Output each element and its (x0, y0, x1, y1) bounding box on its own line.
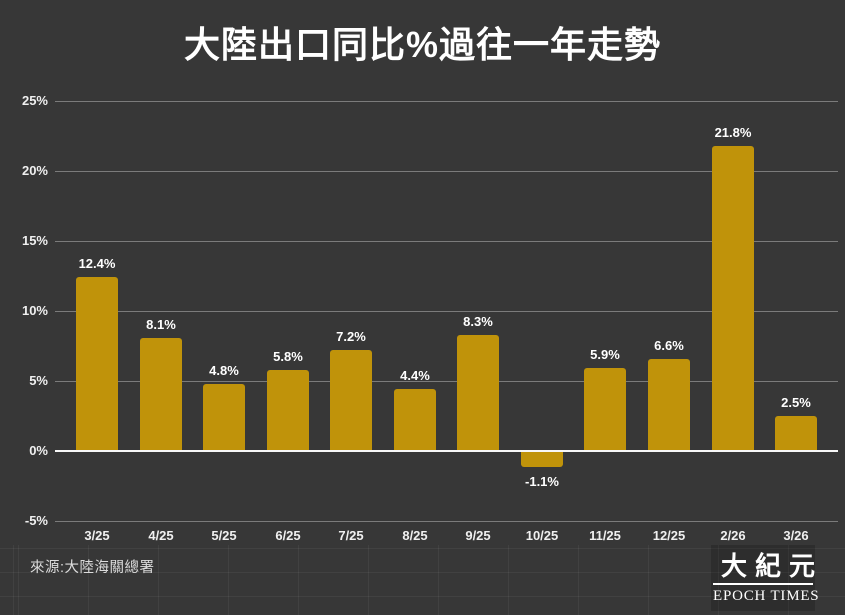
bar-value-label: 5.9% (590, 347, 620, 362)
bar-value-label: 4.4% (400, 368, 430, 383)
chart-title: 大陸出口同比%過往一年走勢 (183, 24, 661, 65)
gridline (55, 101, 838, 102)
x-tick-label: 10/25 (525, 528, 559, 543)
footer-grid-texture (0, 545, 845, 615)
bar-value-label: 8.3% (463, 314, 493, 329)
x-tick-label: 7/25 (338, 528, 364, 543)
x-tick-label: 2/26 (720, 528, 746, 543)
bar (648, 359, 690, 451)
source-caption: 來源:大陸海關總署 (30, 560, 155, 576)
gridline (55, 171, 838, 172)
bar-value-label: 21.8% (714, 125, 752, 140)
gridline (55, 241, 838, 242)
gridline (55, 311, 838, 312)
bar-value-label: 8.1% (146, 317, 176, 332)
bar (394, 389, 436, 451)
gridline (55, 521, 838, 522)
y-tick-label: 0% (29, 443, 48, 458)
x-tick-label: 12/25 (652, 528, 686, 543)
x-tick-label: 4/25 (148, 528, 174, 543)
bar-value-label: 5.8% (273, 349, 303, 364)
y-tick-label: 10% (21, 303, 48, 318)
bar (330, 350, 372, 451)
gridline (55, 381, 838, 382)
x-tick-label: 3/25 (84, 528, 110, 543)
bar (775, 416, 817, 451)
bar (140, 338, 182, 451)
bar-value-label: 4.8% (209, 363, 239, 378)
y-tick-label: 5% (29, 373, 48, 388)
bar-value-label: 6.6% (654, 338, 684, 353)
logo-divider (713, 583, 813, 585)
x-tick-label: 6/25 (275, 528, 301, 543)
logo-cjk-text: 大紀元 (721, 551, 824, 581)
x-tick-label: 5/25 (211, 528, 237, 543)
bar-value-label: 7.2% (336, 329, 366, 344)
x-tick-label: 9/25 (465, 528, 491, 543)
y-tick-label: -5% (24, 513, 48, 528)
y-tick-label: 20% (21, 163, 48, 178)
y-tick-label: 25% (21, 93, 48, 108)
x-tick-label: 11/25 (589, 528, 621, 543)
bar-value-label: 2.5% (781, 395, 811, 410)
y-tick-label: 15% (21, 233, 48, 248)
zero-axis-line (55, 450, 838, 452)
bar (267, 370, 309, 451)
bar-value-label: -1.1% (525, 474, 559, 489)
epoch-times-logo: 大紀元 EPOCH TIMES (711, 545, 824, 611)
bar (203, 384, 245, 451)
bar (76, 277, 118, 451)
logo-latin-text: EPOCH TIMES (713, 588, 820, 604)
x-tick-label: 8/25 (402, 528, 428, 543)
bar (521, 452, 563, 467)
bar (584, 368, 626, 451)
bar-value-label: 12.4% (78, 256, 116, 271)
x-tick-label: 3/26 (783, 528, 809, 543)
bar (457, 335, 499, 451)
bar (712, 146, 754, 451)
